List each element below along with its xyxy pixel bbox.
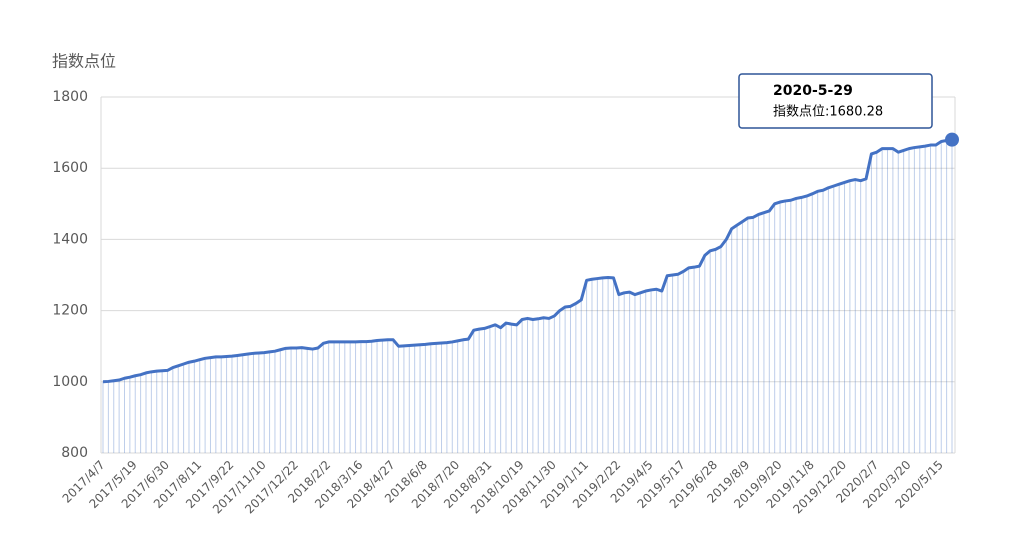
series-line bbox=[102, 138, 953, 384]
tooltip-title: 2020-5-29 bbox=[773, 83, 853, 99]
highlight-point bbox=[945, 132, 959, 147]
y-tick-label: 1400 bbox=[52, 231, 88, 247]
y-tick-label: 1000 bbox=[52, 374, 88, 390]
y-tick-label: 800 bbox=[61, 445, 88, 461]
y-tick-label: 1600 bbox=[52, 160, 88, 176]
y-tick-label: 1800 bbox=[52, 89, 88, 105]
y-axis-label: 指数点位 bbox=[52, 52, 116, 71]
tooltip-text: 指数点位:1680.28 bbox=[773, 105, 883, 120]
y-tick-label: 1200 bbox=[52, 303, 88, 319]
tooltip-box bbox=[738, 73, 933, 129]
tooltip: 2020-5-29 指数点位:1680.28 bbox=[738, 73, 933, 129]
